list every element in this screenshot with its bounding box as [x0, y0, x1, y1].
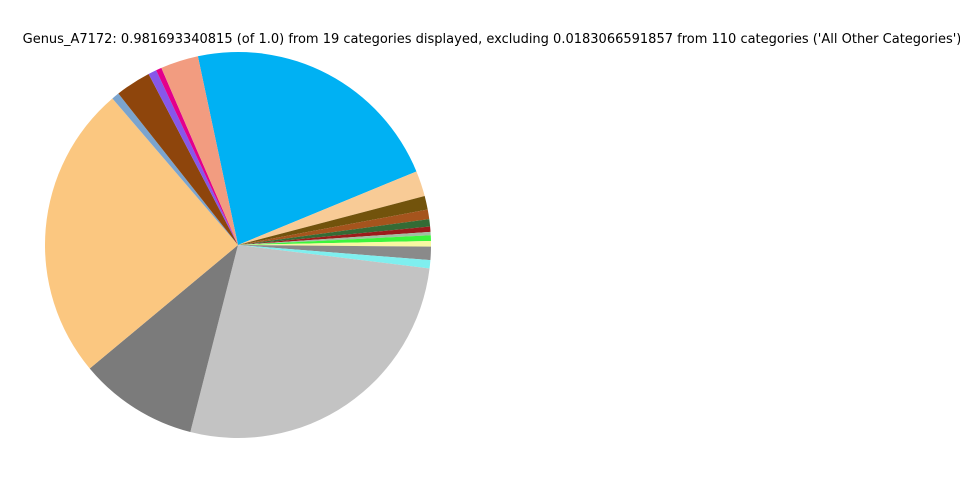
pie-slice-19-salmon	[161, 56, 238, 245]
pie-slice-07-sage-green	[238, 231, 431, 245]
pie-slice-06-dark-red	[238, 226, 431, 245]
pie-slice-13-dim-gray	[89, 245, 238, 433]
pie-slice-16-saddle-brown	[118, 73, 238, 246]
pie-slice-04-sienna	[238, 209, 430, 245]
chart-title: Genus_A7172: 0.981693340815 (of 1.0) fro…	[22, 32, 960, 47]
pie-slice-11-light-cyan	[238, 245, 431, 269]
pie-slice-15-blue-gray	[112, 93, 238, 245]
pie-slice-03-dark-olive-brown	[238, 196, 428, 245]
pie-slice-09-pale-yellow	[238, 240, 431, 247]
pie-slice-14-sandy-tan	[44, 98, 239, 369]
pie-slice-01-deep-sky-blue	[197, 52, 417, 245]
pie-slice-02-light-peach	[238, 171, 425, 245]
pie-slice-05-dark-green	[238, 219, 431, 245]
pie-slice-08-bright-green	[238, 235, 431, 245]
pie-slice-17-blue-violet	[148, 70, 238, 245]
pie-slice-12-silver	[190, 245, 430, 438]
pie-slice-18-magenta	[156, 67, 238, 246]
pie-slice-10-gray	[238, 245, 431, 261]
